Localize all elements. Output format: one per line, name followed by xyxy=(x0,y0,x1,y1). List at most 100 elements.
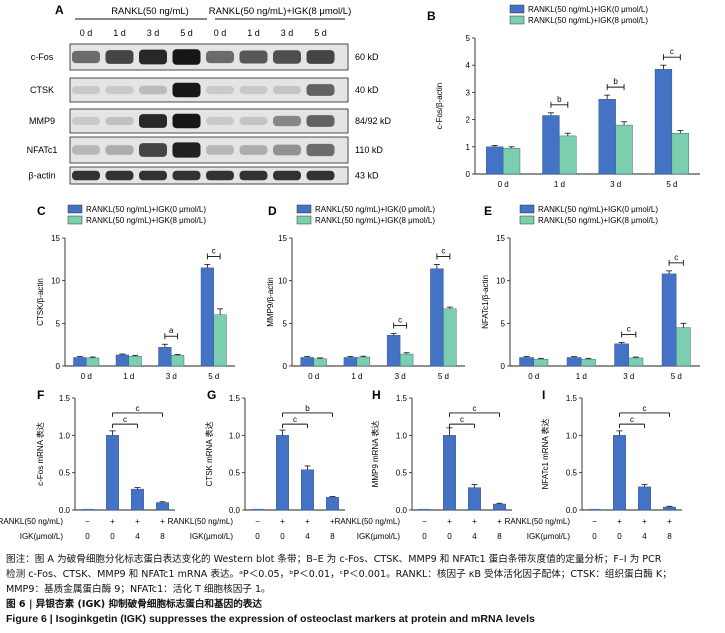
chart-b: Bc-Fos/β-actin 0 1 2 3 4 5 RANKL(50 ng/mL)+IGK(… xyxy=(427,4,700,189)
wb-band xyxy=(239,170,268,181)
y-axis-label: c-Fos/β-actin xyxy=(435,83,444,129)
wb-band xyxy=(172,170,201,181)
legend-label: RANKL(50 ng/mL)+IGK(8 μmol/L) xyxy=(528,16,648,25)
bar xyxy=(663,506,676,511)
y-tick-label: 0.0 xyxy=(566,506,578,515)
x-tick-label: 3 d xyxy=(166,372,177,381)
bar xyxy=(343,357,358,367)
caption-title-zh: 图 6 | 异银杏素 (IGK) 抑制破骨细胞标志蛋白和基因的表达 xyxy=(6,599,262,610)
wb-row: MMP9 84/92 kD xyxy=(29,108,392,134)
igk-row-label: IGK(μmol/L) xyxy=(357,532,401,541)
rankl-row-label: RANKL(50 ng/mL) xyxy=(168,517,234,526)
wb-band xyxy=(72,170,100,181)
igk-value: 0 xyxy=(255,532,260,541)
wb-band xyxy=(105,145,134,155)
bar xyxy=(493,503,506,511)
sig-label: b xyxy=(613,77,618,86)
legend-swatch xyxy=(509,15,525,25)
legend-swatch xyxy=(519,204,535,214)
wb-band xyxy=(239,50,268,64)
panel-label: F xyxy=(37,388,44,402)
wb-band xyxy=(72,145,100,155)
wb-day-label: 5 d xyxy=(314,28,327,38)
bar xyxy=(171,355,185,367)
legend-label: RANKL(50 ng/mL)+IGK(8 μmol/L) xyxy=(86,216,206,225)
bar xyxy=(671,132,689,175)
wb-kd-label: 84/92 kD xyxy=(355,116,392,126)
y-tick-label: 0.0 xyxy=(229,506,241,515)
y-tick-label: 15 xyxy=(496,234,505,243)
sig-label: c xyxy=(630,415,634,424)
bar xyxy=(430,268,444,367)
chart-c: C CTSK/β-actin 0 5 10 15 RANKL(50 ng/mL)+IGK(0… xyxy=(36,204,235,381)
bar xyxy=(131,488,144,511)
wb-band xyxy=(172,49,201,65)
x-tick-label: 0 d xyxy=(308,372,319,381)
y-tick-label: 1.5 xyxy=(566,394,578,403)
igk-value: 0 xyxy=(422,532,427,541)
y-tick-label: 0.0 xyxy=(59,506,71,515)
bar xyxy=(502,147,521,175)
wb-row-label: NFATc1 xyxy=(27,145,58,155)
legend-label: RANKL(50 ng/mL)+IGK(0 μmol/L) xyxy=(86,205,206,214)
panel-label: E xyxy=(484,204,492,218)
y-tick-label: 5 xyxy=(501,319,506,328)
y-tick-label: 0 xyxy=(283,362,288,371)
rankl-value: + xyxy=(135,517,140,526)
wb-group2-label: RANKL(50 ng/mL)+IGK(8 μmol/L) xyxy=(209,6,351,17)
x-tick-label: 0 d xyxy=(528,372,539,381)
wb-day-label: 3 d xyxy=(147,28,160,38)
bar xyxy=(638,486,651,511)
sig-label: c xyxy=(293,415,297,424)
wb-row-label: c-Fos xyxy=(31,52,54,62)
y-tick-label: 2 xyxy=(466,116,471,125)
caption-title-en: Figure 6 | Isoginkgetin (IGK) suppresses… xyxy=(6,613,535,625)
igk-value: 4 xyxy=(642,532,647,541)
rankl-row-label: RANKL(50 ng/mL) xyxy=(505,517,571,526)
x-tick-label: 3 d xyxy=(395,372,406,381)
rankl-row-label: RANKL(50 ng/mL) xyxy=(0,517,63,526)
wb-rows: c-Fos 60 kD CTSK 40 kD MMP9 84/92 kD NFATc1 110… xyxy=(27,43,392,185)
y-tick-label: 5 xyxy=(466,34,471,43)
wb-band xyxy=(239,145,268,155)
wb-day-label: 1 d xyxy=(113,28,126,38)
wb-band xyxy=(172,113,201,129)
charts: Bc-Fos/β-actin 0 1 2 3 4 5 RANKL(50 ng/mL)+IGK(… xyxy=(35,4,700,515)
x-tick-label: 1 d xyxy=(351,372,362,381)
wb-band xyxy=(105,116,134,126)
bar xyxy=(301,469,314,511)
wb-band xyxy=(306,170,335,181)
x-tick-label: 1 d xyxy=(554,180,565,189)
legend-label: RANKL(50 ng/mL)+IGK(8 μmol/L) xyxy=(315,216,435,225)
bar xyxy=(542,115,560,175)
bar xyxy=(614,343,629,367)
sig-label: c xyxy=(123,415,127,424)
bar xyxy=(156,502,169,511)
igk-value: 4 xyxy=(472,532,477,541)
igk-value: 8 xyxy=(330,532,335,541)
wb-row-label: β-actin xyxy=(28,171,55,181)
x-tick-label: 0 d xyxy=(81,372,92,381)
bar xyxy=(559,135,577,175)
chart-d: D MMP9/β-actin 0 5 10 15 RANKL(50 ng/mL)+IGK(0… xyxy=(266,204,465,381)
y-tick-label: 15 xyxy=(278,234,287,243)
wb-day-label: 0 d xyxy=(80,28,93,38)
panel-label: C xyxy=(37,204,46,218)
wb-band xyxy=(206,145,234,155)
y-tick-label: 0 xyxy=(56,362,61,371)
y-tick-label: 0 xyxy=(466,170,471,179)
x-tick-label: 3 d xyxy=(623,372,634,381)
western-blot-panel: A RANKL(50 ng/mL) RANKL(50 ng/mL)+IGK(8 … xyxy=(27,3,392,185)
bar xyxy=(115,354,129,367)
rankl-value: + xyxy=(280,517,285,526)
sig-label: c xyxy=(643,404,647,413)
wb-band xyxy=(273,50,301,64)
y-tick-label: 1.5 xyxy=(396,394,408,403)
bar xyxy=(443,308,457,367)
bar xyxy=(300,357,314,367)
bar xyxy=(73,357,87,367)
bar xyxy=(661,273,677,367)
wb-band xyxy=(306,143,335,157)
igk-value: 4 xyxy=(135,532,140,541)
wb-row: c-Fos 60 kD xyxy=(31,43,379,71)
